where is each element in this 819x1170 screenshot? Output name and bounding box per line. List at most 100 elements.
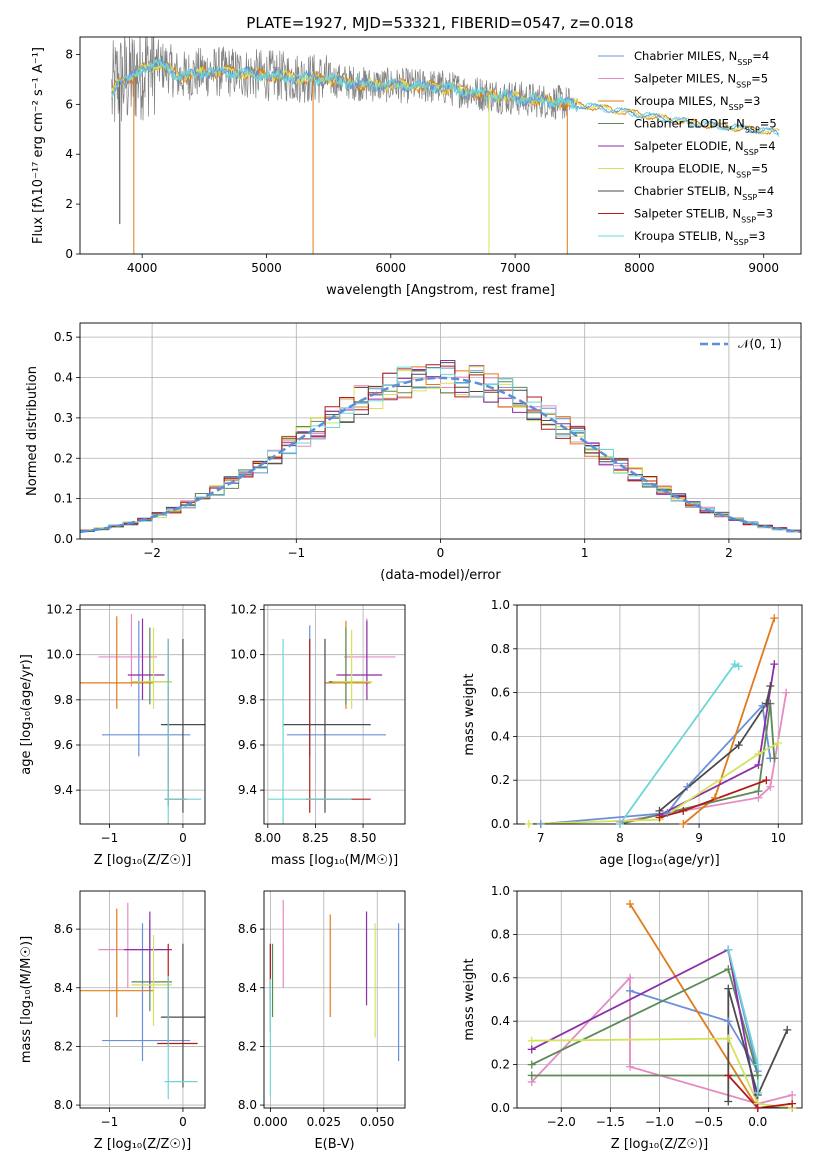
legend-subscript: SSP (745, 125, 760, 134)
legend-entry: Kroupa MILES, NSSP=3 (634, 94, 760, 112)
model-line (111, 57, 780, 137)
x-tick-label: −1 (101, 831, 119, 845)
panel-z-weight: −2.0 −1.5 −1.0 −0.5 0.0 0.0 0.2 0.4 0.6 0.8 1.0 Z [… (462, 884, 803, 1152)
x-tick-label: 8.50 (350, 831, 377, 845)
axes-frame (516, 604, 803, 825)
y-tick-label: 1.0 (491, 884, 510, 898)
x-tick-label: 0 (179, 831, 187, 845)
y-tick-label: 8 (65, 47, 73, 61)
weight-marker (753, 1104, 762, 1112)
weight-marker (615, 820, 624, 828)
y-axis-label: mass [log₁₀(M/M☉)] (19, 936, 34, 1063)
y-tick-label: 0.1 (54, 492, 73, 506)
y-tick-label: 8.0 (238, 1098, 257, 1112)
spectrum-legend: Chabrier MILES, NSSP=4 Salpeter MILES, NS… (598, 49, 777, 247)
x-tick-label: 5000 (251, 261, 282, 275)
weight-marker (527, 1045, 536, 1054)
y-tick-label: 8.2 (238, 1039, 257, 1053)
y-tick-label: 0.5 (54, 330, 73, 344)
y-tick-label: 8.2 (54, 1039, 73, 1053)
weight-marker (626, 973, 635, 982)
panel-residuals: −2 −1 0 1 2 0.0 0.1 0.2 0.3 0.4 0.5 (data-model)/er… (25, 322, 802, 583)
weight-line (727, 988, 789, 1102)
weight-marker (683, 782, 692, 791)
y-tick-label: 0.6 (491, 686, 510, 700)
weight-marker (762, 776, 771, 785)
x-axis-label: age [log₁₀(age/yr)] (599, 853, 720, 868)
panel-ebv-mass: 0.000 0.025 0.050 8.0 8.2 8.4 8.6 E(B-V) (238, 890, 406, 1152)
y-tick-label: 4 (65, 147, 73, 161)
weight-marker (626, 986, 635, 995)
legend-subscript: SSP (742, 193, 757, 202)
y-axis-label: mass weight (462, 673, 477, 755)
x-tick-label: 9 (695, 831, 703, 845)
y-tick-label: 10.2 (46, 603, 73, 617)
weight-line (629, 903, 793, 1108)
weight-marker (724, 965, 733, 974)
panel-mass-age: 8.00 8.25 8.50 9.4 9.6 9.8 10.0 10.2 mass [log₁₀… (230, 603, 406, 868)
x-tick-label: 0 (179, 1115, 187, 1129)
x-tick-label: −1.5 (596, 1115, 625, 1129)
legend-subscript: SSP (734, 238, 749, 247)
legend-subscript: SSP (736, 170, 751, 179)
legend-nssp: =4 (759, 139, 776, 153)
y-tick-label: 0.8 (491, 927, 510, 941)
x-tick-label: −1 (287, 546, 305, 560)
x-tick-label: 8 (616, 831, 624, 845)
weight-marker (655, 813, 664, 822)
y-tick-label: 9.4 (238, 783, 257, 797)
weight-marker (536, 820, 545, 828)
y-tick-label: 9.8 (238, 693, 257, 707)
x-tick-label: 8.25 (302, 831, 329, 845)
axes-frame (79, 890, 206, 1109)
y-tick-label: 2 (65, 197, 73, 211)
panel-age-weight: 7 8 9 10 0.0 0.2 0.4 0.6 0.8 1.0 age [log₁₀(age/yr… (462, 598, 803, 868)
weight-marker (783, 1025, 792, 1034)
weight-line (619, 703, 776, 824)
x-tick-label: 6000 (376, 261, 407, 275)
weight-marker (679, 806, 688, 815)
legend-entry: Salpeter STELIB, NSSP=3 (634, 207, 773, 225)
weight-marker (724, 1034, 733, 1043)
x-tick-label: −1.0 (645, 1115, 674, 1129)
x-axis-label: (data-model)/error (380, 568, 501, 583)
weight-line (531, 948, 793, 1108)
weight-marker (770, 614, 779, 623)
legend-nssp: =5 (751, 162, 768, 176)
weight-marker (754, 760, 763, 769)
weight-line (658, 685, 772, 812)
weight-marker (724, 1097, 733, 1106)
y-tick-label: 8.4 (238, 981, 257, 995)
y-tick-label: 0.2 (491, 773, 510, 787)
y-tick-label: 8.4 (54, 981, 73, 995)
axes-frame (79, 322, 802, 540)
y-axis-label: mass weight (462, 958, 477, 1040)
weight-marker (753, 1071, 762, 1080)
legend-entry: Kroupa STELIB, NSSP=3 (634, 229, 765, 247)
y-tick-label: 0.4 (491, 1014, 510, 1028)
weight-marker (626, 900, 635, 909)
legend-nssp: =3 (756, 207, 773, 221)
legend-nssp: =3 (744, 94, 761, 108)
plot-area (264, 891, 405, 1108)
x-axis-label: Z [log₁₀(Z/Z☉)] (94, 853, 191, 868)
x-tick-label: 10 (771, 831, 786, 845)
y-tick-label: 10.0 (230, 648, 257, 662)
panel-z-age: −1 0 9.4 9.6 9.8 10.0 10.2 Z [log₁₀(Z/Z☉)] age [… (19, 603, 206, 868)
panels: 4000 5000 6000 7000 8000 900002468wavelength … (19, 36, 803, 1152)
legend-nssp: =4 (752, 49, 769, 63)
plot-area (80, 891, 205, 1108)
x-axis-label: Z [log₁₀(Z/Z☉)] (611, 1137, 708, 1152)
panel-z-mass: −1 0 8.0 8.2 8.4 8.6 Z [log₁₀(Z/Z☉)] mass [log₁… (19, 890, 206, 1152)
y-tick-label: 0.2 (54, 451, 73, 465)
weight-marker (710, 793, 719, 802)
x-tick-label: 0.000 (253, 1115, 287, 1129)
legend-entry: Chabrier STELIB, NSSP=4 (634, 184, 774, 202)
legend-entry: Salpeter ELODIE, NSSP=4 (634, 139, 776, 157)
weight-marker (527, 1071, 536, 1080)
weight-line (528, 742, 779, 824)
legend-entry: Salpeter MILES, NSSP=5 (634, 72, 768, 90)
weight-marker (524, 820, 533, 828)
y-tick-label: 9.8 (54, 693, 73, 707)
